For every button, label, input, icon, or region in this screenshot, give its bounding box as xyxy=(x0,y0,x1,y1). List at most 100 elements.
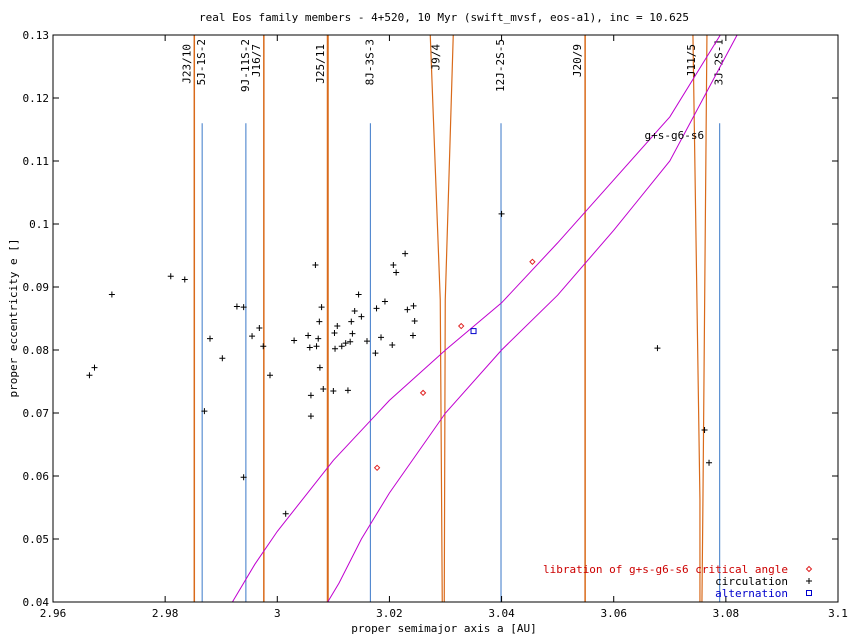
orange-resonance-label: J11/5 xyxy=(685,44,698,77)
circulation-point xyxy=(373,305,380,312)
y-tick-label: 0.11 xyxy=(23,155,50,168)
circulation-point xyxy=(342,340,349,347)
circulation-point xyxy=(318,304,325,311)
libration-point xyxy=(373,464,381,472)
circulation-point xyxy=(320,386,327,393)
y-tick-label: 0.08 xyxy=(23,344,50,357)
x-tick-label: 2.98 xyxy=(152,607,179,620)
y-tick-label: 0.09 xyxy=(23,281,50,294)
circulation-point xyxy=(207,335,213,342)
circulation-point xyxy=(219,355,226,362)
x-tick-label: 3.04 xyxy=(488,607,515,620)
legend-label: circulation xyxy=(715,575,788,588)
circulation-point xyxy=(349,330,356,337)
y-tick-label: 0.1 xyxy=(29,218,49,231)
orange-resonance-label: J23/10 xyxy=(180,44,193,84)
circulation-point xyxy=(282,510,289,517)
y-tick-label: 0.07 xyxy=(23,407,50,420)
legend-marker xyxy=(805,565,813,573)
circulation-point xyxy=(316,364,323,371)
blue-resonance-label: 3J-2S-1 xyxy=(713,39,726,85)
circulation-point xyxy=(358,313,365,320)
y-tick-label: 0.04 xyxy=(23,596,50,609)
data-points xyxy=(86,210,713,517)
circulation-point xyxy=(91,364,98,371)
libration-point xyxy=(419,389,427,397)
x-tick-label: 2.96 xyxy=(40,607,67,620)
circulation-point xyxy=(316,318,323,325)
orange-resonance-line xyxy=(692,34,708,603)
secular-resonance-label: g+s-g6-s6 xyxy=(645,129,705,142)
circulation-point xyxy=(266,372,273,379)
alternation-point xyxy=(470,328,477,335)
blue-resonance-label: 9J-11S-2 xyxy=(239,39,252,92)
chart-title: real Eos family members - 4+520, 10 Myr … xyxy=(199,11,689,24)
plot-frame xyxy=(52,34,839,603)
circulation-point xyxy=(390,261,397,268)
legend-marker xyxy=(806,590,812,596)
circulation-point xyxy=(307,392,314,399)
y-tick-label: 0.05 xyxy=(23,533,50,546)
circulation-point xyxy=(240,474,247,481)
circulation-point xyxy=(313,343,320,350)
circulation-point xyxy=(372,350,379,357)
circulation-point xyxy=(315,335,322,342)
legend-label: libration of g+s-g6-s6 critical angle xyxy=(543,563,788,576)
orange-resonance-line xyxy=(429,34,454,603)
legend-label: alternation xyxy=(715,587,788,600)
circulation-point xyxy=(240,304,247,311)
legend: libration of g+s-g6-s6 critical anglecir… xyxy=(543,563,813,600)
y-tick-label: 0.13 xyxy=(23,29,50,42)
circulation-point xyxy=(344,387,351,394)
circulation-point xyxy=(334,323,341,330)
orange-resonance-label: J25/11 xyxy=(314,44,327,84)
circulation-point xyxy=(701,427,708,434)
orange-resonance-label: J16/7 xyxy=(250,44,263,77)
circulation-point xyxy=(498,210,505,217)
x-tick-label: 3.08 xyxy=(713,607,740,620)
x-tick-label: 3.1 xyxy=(828,607,848,620)
x-axis-label: proper semimajor axis a [AU] xyxy=(351,622,536,635)
y-tick-label: 0.12 xyxy=(23,92,50,105)
circulation-point xyxy=(307,413,314,420)
orange-resonance-label: J20/9 xyxy=(571,44,584,77)
circulation-point xyxy=(181,276,188,283)
circulation-point xyxy=(201,408,208,415)
circulation-point xyxy=(260,343,267,350)
circulation-point xyxy=(86,372,93,379)
y-tick-label: 0.06 xyxy=(23,470,50,483)
circulation-point xyxy=(389,341,396,348)
circulation-point xyxy=(330,387,337,394)
circulation-point xyxy=(305,332,312,339)
circulation-point xyxy=(331,329,338,336)
circulation-point xyxy=(312,261,319,268)
circulation-point xyxy=(108,291,115,298)
circulation-point xyxy=(338,343,345,350)
circulation-point xyxy=(256,324,263,331)
libration-point xyxy=(457,322,465,330)
circulation-point xyxy=(378,334,385,341)
circulation-point xyxy=(167,273,174,280)
y-axis-label: proper eccentricity e [] xyxy=(7,239,20,398)
circulation-point xyxy=(411,318,418,325)
legend-marker xyxy=(806,578,812,584)
circulation-point xyxy=(233,303,240,310)
circulation-point xyxy=(654,345,661,352)
circulation-point xyxy=(706,459,713,466)
circulation-point xyxy=(402,250,409,257)
circulation-point xyxy=(355,291,362,298)
blue-resonance-label: 12J-2S-5 xyxy=(494,39,507,92)
blue-resonance-label: 8J-3S-3 xyxy=(363,39,376,85)
circulation-point xyxy=(404,306,411,313)
circulation-point xyxy=(381,298,388,305)
circulation-point xyxy=(409,332,416,339)
circulation-point xyxy=(306,344,313,351)
circulation-point xyxy=(364,338,370,345)
circulation-point xyxy=(291,337,298,344)
resonance-lines: 5J-1S-2 9J-11S-2 8J-3S-3 12J-2S-5 3J-2S-1 J23… xyxy=(180,34,726,603)
circulation-point xyxy=(351,307,358,314)
circulation-point xyxy=(393,269,400,276)
orange-resonance-label: J9/4 xyxy=(429,44,442,71)
x-tick-label: 3 xyxy=(274,607,281,620)
